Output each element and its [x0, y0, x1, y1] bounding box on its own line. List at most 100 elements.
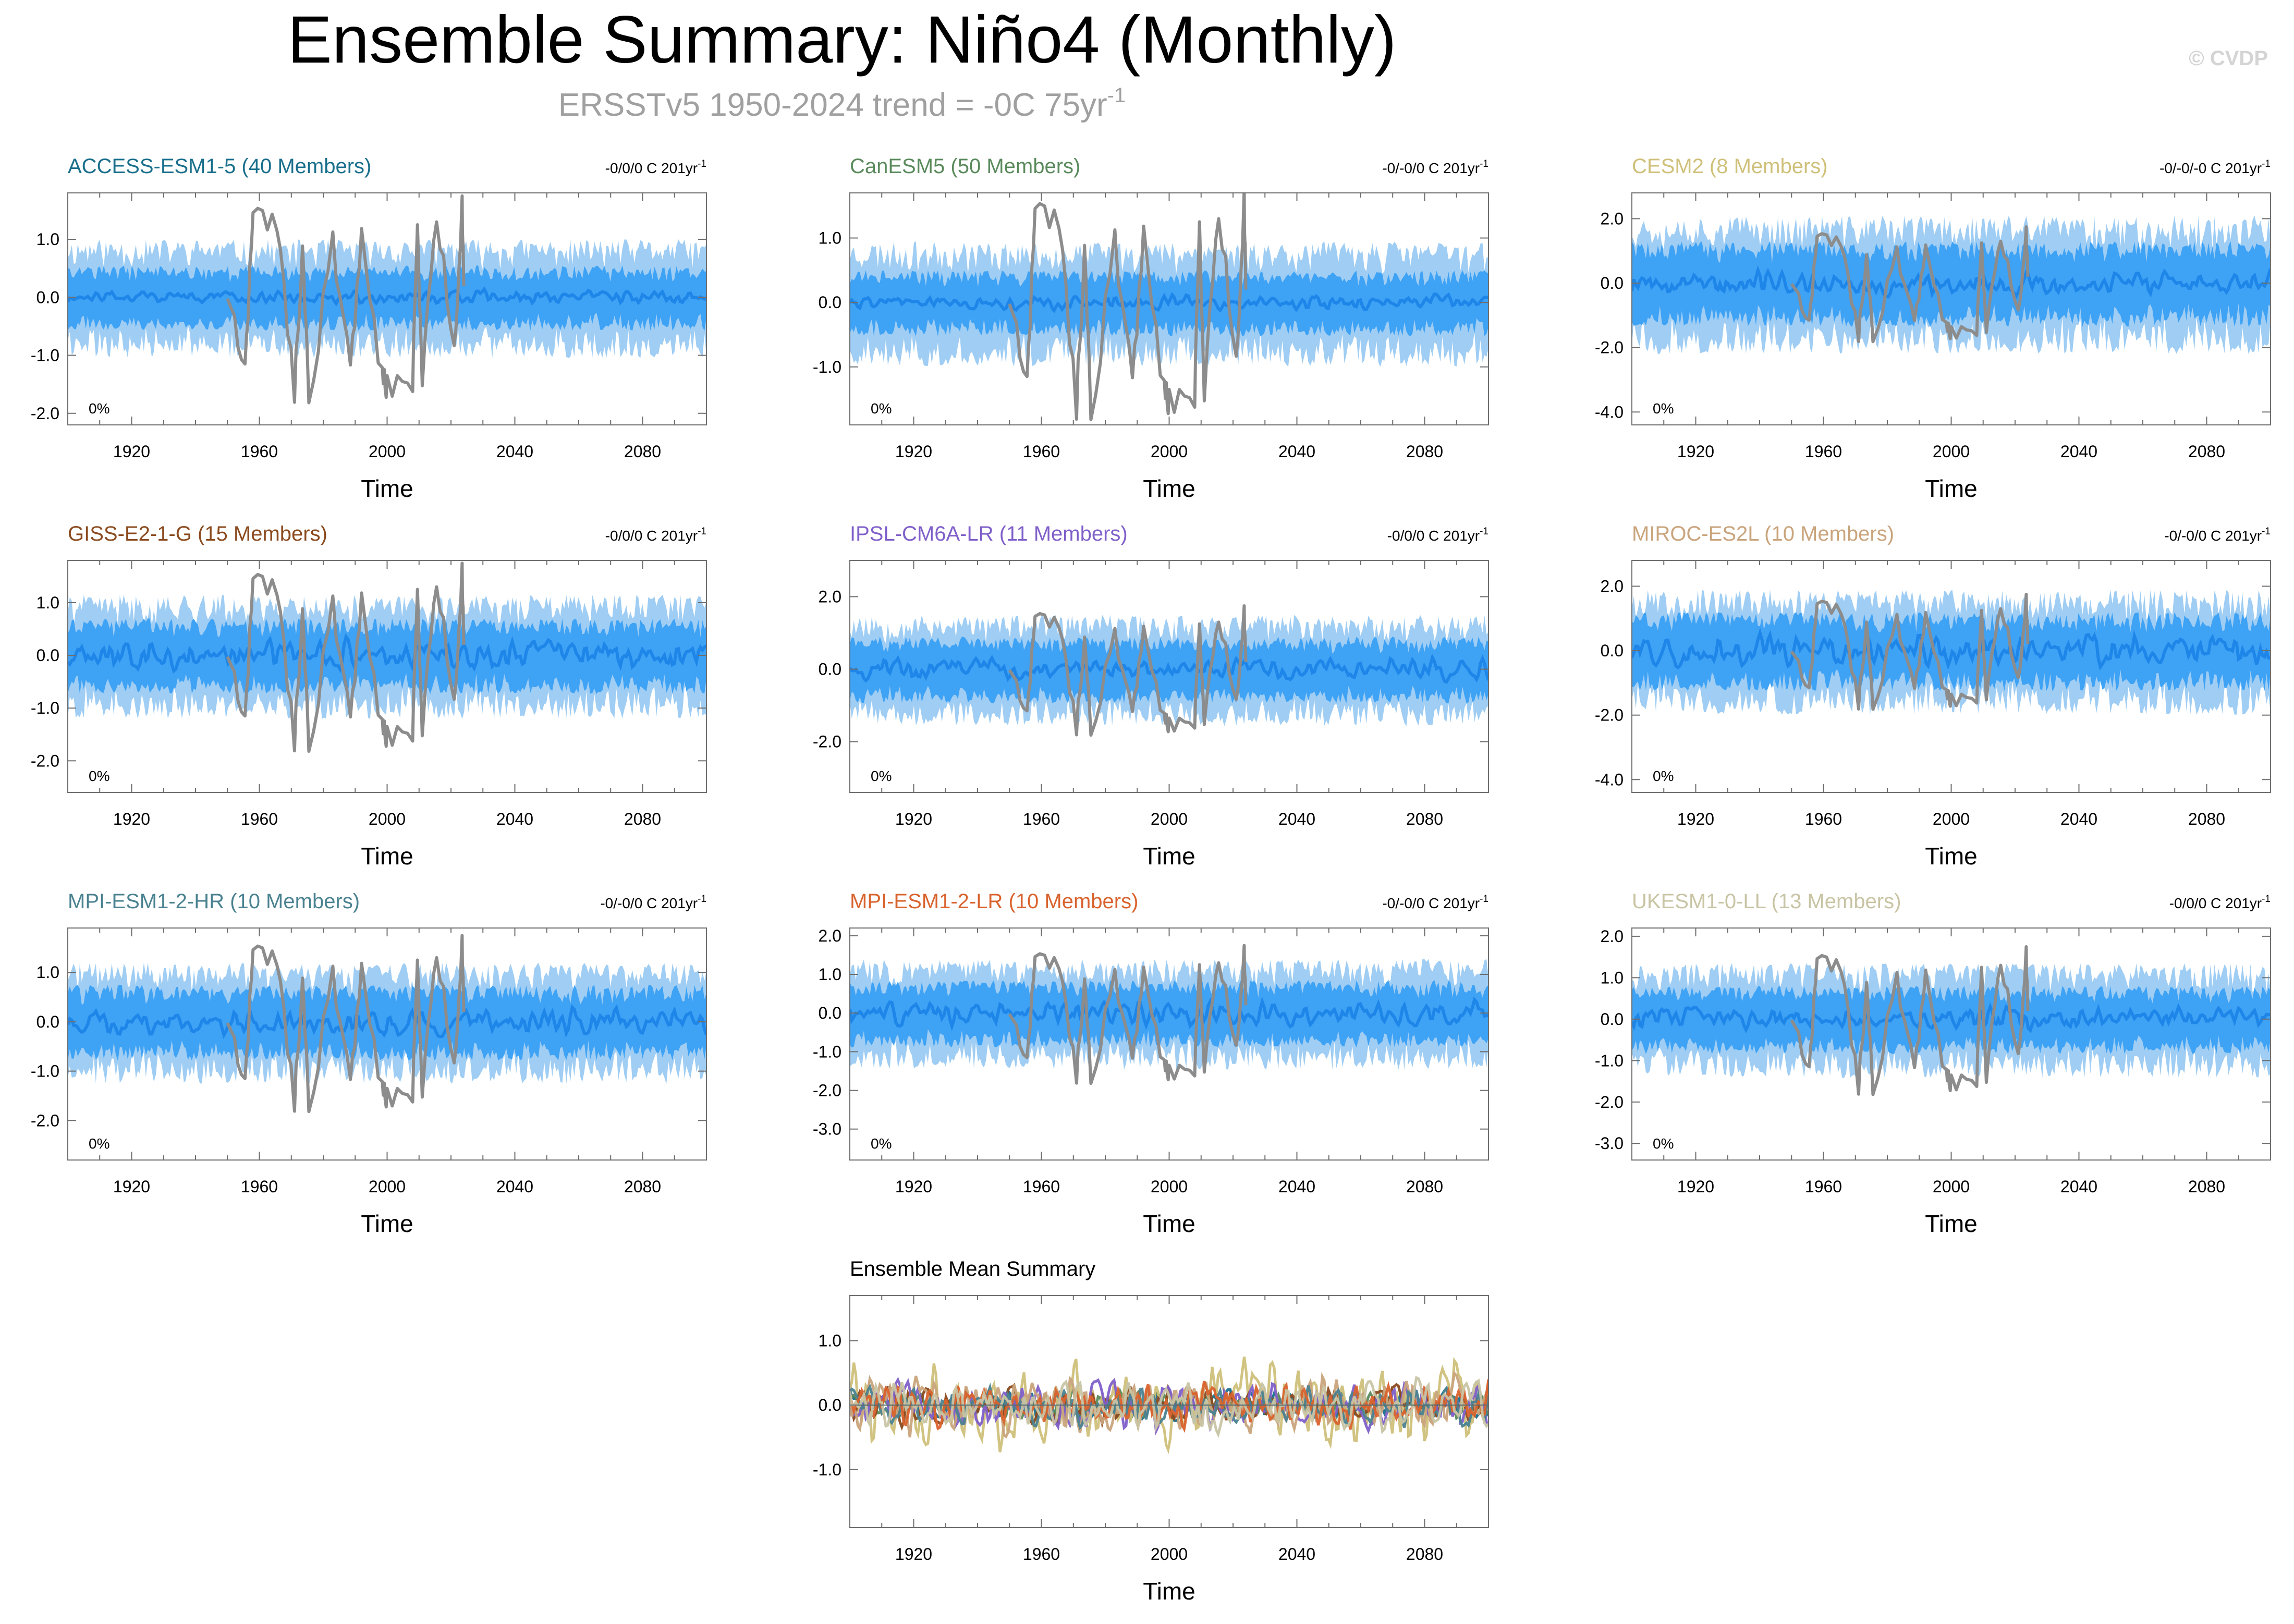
- y-tick-label: -1.0: [31, 699, 59, 717]
- plot-area: [850, 1357, 1488, 1455]
- y-tick-label: 2.0: [819, 588, 841, 606]
- plot-area: [68, 934, 706, 1114]
- y-tick-label: -2.0: [31, 1111, 59, 1130]
- panel-title: MPI-ESM1-2-LR (10 Members): [850, 890, 1138, 913]
- x-axis-label: Time: [1925, 1210, 1978, 1237]
- plot-area: [1632, 945, 2271, 1096]
- panel-title: UKESM1-0-LL (13 Members): [1632, 890, 1901, 913]
- y-tick-label: 1.0: [819, 229, 841, 248]
- panel-3: CESM2 (8 Members) -0/-0/-0 C 201yr-1 0% 192…: [1595, 155, 2271, 502]
- panel-title: IPSL-CM6A-LR (11 Members): [850, 522, 1128, 545]
- panel-6: MIROC-ES2L (10 Members) -0/-0/0 C 201yr-1…: [1595, 522, 2271, 870]
- x-tick-label: 1920: [113, 810, 150, 828]
- y-tick-label: 0.0: [36, 288, 59, 307]
- y-tick-label: 0.0: [819, 1004, 841, 1022]
- y-tick-label: -2.0: [31, 404, 59, 423]
- x-axis-label: Time: [1143, 1210, 1195, 1237]
- panel-title: ACCESS-ESM1-5 (40 Members): [68, 155, 371, 178]
- y-tick-label: -2.0: [813, 1081, 841, 1100]
- x-tick-label: 2080: [624, 810, 661, 828]
- x-tick-label: 1920: [895, 1177, 932, 1196]
- x-tick-label: 1960: [1023, 442, 1060, 461]
- percent-label: 0%: [871, 400, 892, 417]
- trend-label: -0/-0/0 C 201yr-1: [600, 894, 706, 911]
- y-tick-label: 0.0: [819, 1396, 841, 1414]
- y-tick-label: -3.0: [1595, 1134, 1624, 1153]
- x-tick-label: 1920: [1677, 1177, 1714, 1196]
- observation-line: [1008, 193, 1248, 421]
- x-tick-label: 2080: [2188, 1177, 2225, 1196]
- x-tick-label: 1960: [1023, 810, 1060, 828]
- spread-inner-band: [850, 980, 1488, 1048]
- plot-area: [850, 604, 1488, 737]
- x-tick-label: 1920: [1677, 810, 1714, 828]
- percent-label: 0%: [89, 1135, 109, 1152]
- x-axis-label: Time: [1925, 842, 1978, 870]
- y-tick-label: -4.0: [1595, 770, 1624, 789]
- figure-title: Ensemble Summary: Niño4 (Monthly): [288, 3, 1397, 77]
- y-tick-label: -2.0: [1595, 706, 1624, 725]
- y-tick-label: 1.0: [36, 963, 59, 982]
- panel-title: MPI-ESM1-2-HR (10 Members): [68, 890, 360, 913]
- percent-label: 0%: [871, 768, 892, 784]
- y-tick-label: 0.0: [1601, 641, 1624, 660]
- y-tick-label: -2.0: [813, 732, 841, 751]
- trend-label: -0/0/0 C 201yr-1: [1387, 526, 1488, 544]
- y-tick-label: 1.0: [819, 965, 841, 984]
- panel-2: CanESM5 (50 Members) -0/-0/0 C 201yr-1 0% 1…: [813, 155, 1489, 502]
- ensemble-mean-line: [1632, 627, 2271, 671]
- trend-label: -0/-0/0 C 201yr-1: [2164, 526, 2271, 544]
- observation-line: [226, 934, 466, 1114]
- x-tick-label: 2000: [1933, 810, 1970, 828]
- ensemble-mean-line: [68, 286, 706, 307]
- y-tick-label: -1.0: [31, 1062, 59, 1081]
- figure-subtitle-text: ERSSTv5 1950-2024 trend = -0C 75yr: [558, 87, 1107, 123]
- panel-title: CanESM5 (50 Members): [850, 155, 1080, 178]
- y-tick-label: 0.0: [819, 660, 841, 679]
- panel-4: GISS-E2-1-G (15 Members) -0/0/0 C 201yr-1…: [31, 522, 707, 870]
- x-tick-label: 2080: [1406, 1177, 1443, 1196]
- x-tick-label: 2000: [369, 810, 406, 828]
- percent-label: 0%: [1653, 768, 1674, 784]
- x-tick-label: 2000: [1151, 810, 1188, 828]
- x-tick-label: 1960: [241, 1177, 278, 1196]
- x-tick-label: 2080: [2188, 442, 2225, 461]
- plot-area: [850, 944, 1488, 1085]
- spread-inner-band: [68, 618, 706, 694]
- trend-label: -0/0/0 C 201yr-1: [605, 158, 706, 176]
- x-axis-label: Time: [361, 475, 413, 502]
- observation-line: [1790, 225, 2030, 344]
- x-tick-label: 1920: [1677, 442, 1714, 461]
- panel-title: GISS-E2-1-G (15 Members): [68, 522, 327, 545]
- y-tick-label: -1.0: [1595, 1051, 1624, 1070]
- plot-area: [68, 194, 706, 405]
- y-tick-label: -1.0: [813, 1042, 841, 1061]
- x-tick-label: 2040: [2060, 1177, 2097, 1196]
- figure-subtitle-exponent: -1: [1107, 84, 1126, 107]
- y-tick-label: -4.0: [1595, 402, 1624, 421]
- x-tick-label: 2000: [1933, 1177, 1970, 1196]
- y-tick-label: 2.0: [1601, 927, 1624, 946]
- y-tick-label: 0.0: [1601, 274, 1624, 292]
- trend-label: -0/-0/-0 C 201yr-1: [2159, 158, 2271, 176]
- observation-line: [1008, 604, 1248, 737]
- y-tick-label: 0.0: [36, 646, 59, 665]
- x-tick-label: 1960: [241, 810, 278, 828]
- x-axis-label: Time: [361, 1210, 413, 1237]
- x-tick-label: 1920: [895, 810, 932, 828]
- x-tick-label: 2040: [2060, 810, 2097, 828]
- x-axis-label: Time: [1143, 1578, 1195, 1605]
- x-tick-label: 2000: [369, 442, 406, 461]
- y-tick-label: -3.0: [813, 1120, 841, 1139]
- y-tick-label: 2.0: [1601, 577, 1624, 595]
- x-tick-label: 1960: [1023, 1177, 1060, 1196]
- percent-label: 0%: [89, 768, 109, 784]
- x-axis-label: Time: [1143, 842, 1195, 870]
- x-tick-label: 2080: [1406, 1545, 1443, 1564]
- y-tick-label: -2.0: [1595, 1093, 1624, 1112]
- x-tick-label: 2000: [1151, 442, 1188, 461]
- x-tick-label: 2000: [369, 1177, 406, 1196]
- observation-line: [1008, 944, 1248, 1085]
- x-tick-label: 2080: [624, 442, 661, 461]
